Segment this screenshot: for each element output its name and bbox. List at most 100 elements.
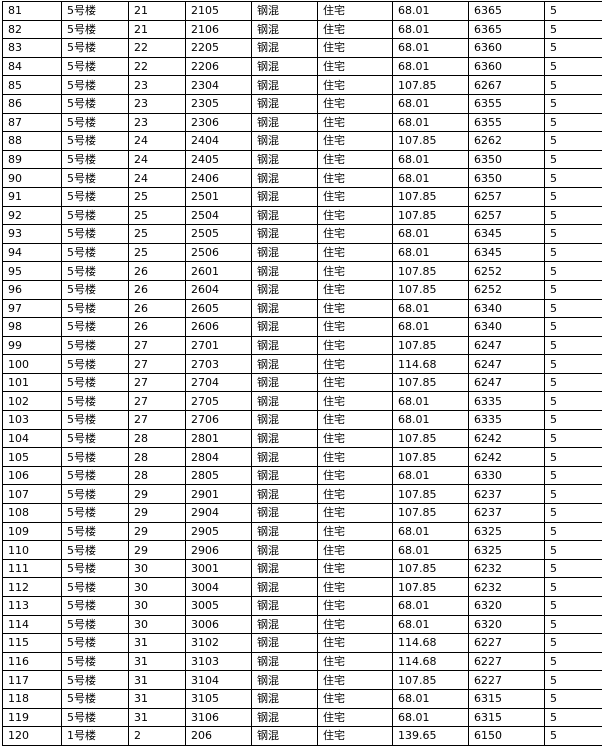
usage-cell: 住宅 bbox=[317, 410, 393, 430]
building-cell: 5号楼 bbox=[61, 131, 129, 151]
structure-cell: 钢混 bbox=[251, 168, 318, 188]
unit-price-cell: 6330 bbox=[468, 465, 545, 486]
area-cell: 68.01 bbox=[392, 707, 469, 728]
value-cell: 5 bbox=[544, 391, 602, 412]
building-cell: 5号楼 bbox=[61, 633, 129, 653]
unit-number-cell: 2904 bbox=[185, 503, 252, 523]
area-cell: 68.01 bbox=[392, 410, 469, 430]
floor-cell: 28 bbox=[128, 428, 186, 449]
value-cell: 5 bbox=[544, 484, 602, 505]
value-cell: 5 bbox=[544, 93, 602, 114]
usage-cell: 住宅 bbox=[317, 372, 393, 393]
row-number-cell: 92 bbox=[2, 205, 62, 226]
area-cell: 107.85 bbox=[392, 279, 469, 300]
floor-cell: 31 bbox=[128, 651, 186, 672]
structure-cell: 钢混 bbox=[251, 410, 318, 430]
table-row: 96 5号楼 26 2604 钢混 住宅 107.85 6252 5 bbox=[2, 279, 602, 300]
table-row: 99 5号楼 27 2701 钢混 住宅 107.85 6247 5 bbox=[2, 335, 602, 356]
usage-cell: 住宅 bbox=[317, 670, 393, 690]
building-cell: 5号楼 bbox=[61, 391, 129, 412]
unit-number-cell: 2805 bbox=[185, 465, 252, 486]
unit-number-cell: 3005 bbox=[185, 596, 252, 616]
structure-cell: 钢混 bbox=[251, 131, 318, 151]
unit-number-cell: 2405 bbox=[185, 149, 252, 170]
value-cell: 5 bbox=[544, 186, 602, 207]
unit-price-cell: 6355 bbox=[468, 93, 545, 114]
table-row: 116 5号楼 31 3103 钢混 住宅 114.68 6227 5 bbox=[2, 651, 602, 672]
table-row: 106 5号楼 28 2805 钢混 住宅 68.01 6330 5 bbox=[2, 465, 602, 486]
unit-price-cell: 6150 bbox=[468, 726, 545, 746]
unit-number-cell: 2305 bbox=[185, 93, 252, 114]
value-cell: 5 bbox=[544, 261, 602, 281]
floor-cell: 27 bbox=[128, 410, 186, 430]
unit-number-cell: 2206 bbox=[185, 56, 252, 77]
usage-cell: 住宅 bbox=[317, 1, 393, 21]
building-cell: 5号楼 bbox=[61, 317, 129, 337]
floor-cell: 30 bbox=[128, 614, 186, 635]
value-cell: 5 bbox=[544, 465, 602, 486]
building-cell: 5号楼 bbox=[61, 354, 129, 374]
floor-cell: 27 bbox=[128, 372, 186, 393]
row-number-cell: 85 bbox=[2, 75, 62, 95]
structure-cell: 钢混 bbox=[251, 56, 318, 77]
unit-price-cell: 6345 bbox=[468, 242, 545, 263]
structure-cell: 钢混 bbox=[251, 633, 318, 653]
unit-number-cell: 206 bbox=[185, 726, 252, 746]
value-cell: 5 bbox=[544, 726, 602, 746]
structure-cell: 钢混 bbox=[251, 428, 318, 449]
unit-number-cell: 3106 bbox=[185, 707, 252, 728]
unit-number-cell: 2501 bbox=[185, 186, 252, 207]
building-cell: 5号楼 bbox=[61, 521, 129, 542]
floor-cell: 23 bbox=[128, 75, 186, 95]
usage-cell: 住宅 bbox=[317, 540, 393, 560]
area-cell: 114.68 bbox=[392, 633, 469, 653]
unit-price-cell: 6242 bbox=[468, 447, 545, 467]
area-cell: 68.01 bbox=[392, 614, 469, 635]
area-cell: 68.01 bbox=[392, 521, 469, 542]
row-number-cell: 84 bbox=[2, 56, 62, 77]
value-cell: 5 bbox=[544, 577, 602, 597]
table-row: 119 5号楼 31 3106 钢混 住宅 68.01 6315 5 bbox=[2, 707, 602, 728]
table-row: 97 5号楼 26 2605 钢混 住宅 68.01 6340 5 bbox=[2, 298, 602, 319]
table-row: 92 5号楼 25 2504 钢混 住宅 107.85 6257 5 bbox=[2, 205, 602, 226]
area-cell: 68.01 bbox=[392, 168, 469, 188]
row-number-cell: 118 bbox=[2, 688, 62, 709]
row-number-cell: 108 bbox=[2, 503, 62, 523]
usage-cell: 住宅 bbox=[317, 521, 393, 542]
table-row: 109 5号楼 29 2905 钢混 住宅 68.01 6325 5 bbox=[2, 521, 602, 542]
structure-cell: 钢混 bbox=[251, 1, 318, 21]
structure-cell: 钢混 bbox=[251, 596, 318, 616]
area-cell: 107.85 bbox=[392, 261, 469, 281]
unit-number-cell: 2306 bbox=[185, 112, 252, 133]
area-cell: 107.85 bbox=[392, 577, 469, 597]
unit-price-cell: 6335 bbox=[468, 410, 545, 430]
building-cell: 5号楼 bbox=[61, 651, 129, 672]
structure-cell: 钢混 bbox=[251, 465, 318, 486]
floor-cell: 24 bbox=[128, 131, 186, 151]
table-row: 111 5号楼 30 3001 钢混 住宅 107.85 6232 5 bbox=[2, 558, 602, 579]
area-cell: 107.85 bbox=[392, 670, 469, 690]
unit-price-cell: 6227 bbox=[468, 670, 545, 690]
area-cell: 68.01 bbox=[392, 38, 469, 58]
value-cell: 5 bbox=[544, 707, 602, 728]
table-row: 83 5号楼 22 2205 钢混 住宅 68.01 6360 5 bbox=[2, 38, 602, 58]
floor-cell: 31 bbox=[128, 707, 186, 728]
building-cell: 5号楼 bbox=[61, 410, 129, 430]
floor-cell: 31 bbox=[128, 633, 186, 653]
row-number-cell: 88 bbox=[2, 131, 62, 151]
structure-cell: 钢混 bbox=[251, 651, 318, 672]
floor-cell: 26 bbox=[128, 261, 186, 281]
unit-number-cell: 2905 bbox=[185, 521, 252, 542]
area-cell: 107.85 bbox=[392, 205, 469, 226]
unit-price-cell: 6315 bbox=[468, 707, 545, 728]
area-cell: 68.01 bbox=[392, 540, 469, 560]
building-cell: 5号楼 bbox=[61, 447, 129, 467]
row-number-cell: 94 bbox=[2, 242, 62, 263]
floor-cell: 21 bbox=[128, 19, 186, 40]
table-row: 118 5号楼 31 3105 钢混 住宅 68.01 6315 5 bbox=[2, 688, 602, 709]
value-cell: 5 bbox=[544, 242, 602, 263]
structure-cell: 钢混 bbox=[251, 688, 318, 709]
area-cell: 139.65 bbox=[392, 726, 469, 746]
area-cell: 68.01 bbox=[392, 93, 469, 114]
building-cell: 5号楼 bbox=[61, 186, 129, 207]
